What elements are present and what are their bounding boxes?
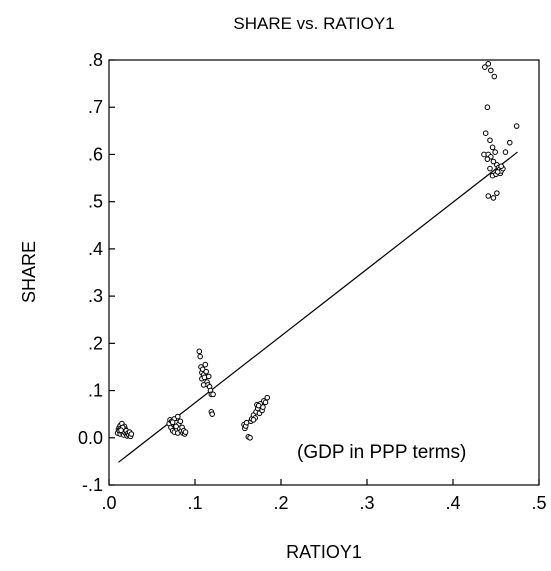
data-point	[482, 64, 488, 70]
data-point	[118, 427, 124, 434]
data-point	[513, 123, 520, 129]
y-tick-label: .7	[88, 97, 103, 117]
fit-line-group	[118, 151, 518, 463]
x-tick-label: .2	[273, 493, 288, 513]
x-axis: .0 .1 .2 .3 .4 .5	[101, 479, 547, 513]
data-point	[490, 195, 497, 201]
data-point	[202, 361, 209, 368]
data-point	[485, 193, 492, 199]
y-tick-label: .2	[88, 333, 103, 353]
chart-title: SHARE vs. RATIOY1	[233, 14, 394, 33]
data-point	[494, 169, 501, 175]
x-tick-label: .5	[531, 493, 546, 513]
data-point	[197, 353, 203, 360]
y-tick-label: .6	[88, 144, 103, 164]
data-point	[196, 348, 203, 355]
data-point	[491, 73, 498, 80]
data-point	[205, 373, 212, 380]
data-point	[494, 190, 500, 196]
data-point	[203, 368, 209, 375]
data-point	[484, 104, 491, 111]
plot-frame	[108, 59, 540, 486]
data-point	[489, 144, 496, 151]
data-point	[250, 417, 257, 423]
y-tick-label: .3	[88, 286, 103, 306]
data-point	[484, 156, 491, 162]
data-point	[488, 67, 494, 74]
data-point	[487, 137, 493, 144]
data-point	[498, 163, 504, 170]
x-tick-label: .4	[445, 493, 460, 513]
y-tick-label: .8	[88, 50, 103, 70]
y-tick-label: .1	[88, 381, 103, 401]
x-tick-label: .0	[101, 493, 116, 513]
data-point	[492, 149, 498, 155]
data-point	[262, 399, 269, 406]
y-tick-label: -.1	[82, 475, 103, 495]
fit-line	[118, 151, 518, 463]
y-tick-label: 0.0	[78, 428, 103, 448]
data-point	[209, 411, 215, 417]
data-point	[175, 413, 181, 420]
y-tick-label: .4	[88, 239, 103, 259]
data-point	[482, 130, 489, 136]
data-point	[182, 429, 189, 435]
data-point	[247, 434, 253, 441]
y-axis: -.1 0.0 .1 .2 .3 .4 .5 .6 .7 .8	[78, 50, 115, 495]
y-tick-label: .5	[88, 192, 103, 212]
data-point	[490, 158, 497, 165]
x-tick-label: .1	[187, 493, 202, 513]
data-point	[200, 382, 207, 388]
data-point	[487, 165, 493, 172]
data-point	[255, 402, 262, 409]
data-point	[264, 394, 271, 401]
data-points	[114, 60, 520, 441]
data-point	[173, 423, 179, 430]
data-point	[506, 139, 513, 146]
x-axis-title: RATIOY1	[286, 542, 362, 562]
data-point	[210, 391, 216, 398]
data-point	[169, 419, 176, 425]
x-tick-label: .3	[359, 493, 374, 513]
data-point	[177, 418, 184, 425]
data-point	[128, 431, 135, 437]
data-point	[502, 149, 509, 155]
y-axis-title: SHARE	[19, 241, 39, 303]
data-point	[485, 60, 492, 67]
annotation-label: (GDP in PPP terms)	[297, 442, 466, 463]
